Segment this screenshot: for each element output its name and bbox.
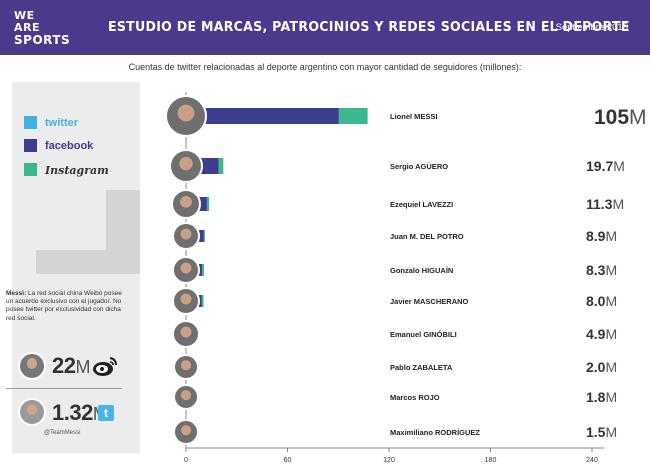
total-value-number: 19.7 [586,158,613,174]
player-name-label: Gonzalo HIGUAÍN [390,266,453,275]
player-avatar-face [180,425,192,436]
total-value-unit: M [605,389,617,405]
total-value-number: 1.8 [586,389,606,405]
x-tick-label: 60 [284,457,292,464]
total-value-label: 105M [594,106,647,129]
legend-swatch-instagram [24,163,37,176]
total-value-unit: M [612,196,624,212]
total-value-number: 2.0 [586,359,606,375]
total-value-number: 8.9 [586,228,606,244]
player-avatar-face [177,104,195,122]
weibo-followers: 22M [52,353,90,379]
twitter-icon: t [98,405,114,421]
player-avatar-face [180,228,192,240]
total-value-label: 8.3M [586,262,617,278]
logo: WE ARE SPORTS [14,9,71,47]
player-avatar-face [180,360,192,371]
bar-segment-facebook [190,108,339,124]
player-avatar-face [180,262,192,274]
x-tick-label: 180 [485,457,497,464]
twitter-handle: @TeamMessi [44,430,81,436]
player-avatar-face [180,326,192,338]
legend-label-instagram: Instagram [45,164,109,177]
player-name-label: Marcos ROJO [390,393,440,402]
player-name-label: Juan M. DEL POTRO [390,232,464,241]
total-value-unit: M [605,326,617,342]
total-value-number: 4.9 [586,326,606,342]
player-name-label: Javier MASCHERANO [390,297,469,306]
bar-segment-facebook [200,158,219,174]
total-value-unit: M [605,359,617,375]
legend-label-twitter: twitter [45,117,78,129]
bar-segment-instagram [218,158,224,174]
player-avatar-face [180,196,192,208]
x-tick-label: 120 [383,457,395,464]
logo-line1: WE ARE [14,9,40,34]
total-value-unit: M [605,262,617,278]
total-value-label: 8.9M [586,228,617,244]
bar-segment-instagram [203,230,206,242]
total-value-label: 11.3M [586,196,624,212]
player-name-label: Emanuel GINÓBILI [390,330,457,339]
messi-twitter-avatar [18,398,46,426]
player-name-label: Pablo ZABALETA [390,363,453,372]
note-bold: Messi: [6,290,27,297]
total-value-number: 11.3 [586,196,613,212]
panel-divider [6,388,122,389]
legend-swatch-facebook [24,139,37,152]
total-value-unit: M [613,158,625,174]
decorative-shape-cut [36,190,106,250]
weibo-value: 22 [52,353,76,378]
player-name-label: Ezequiel LAVEZZI [390,200,453,209]
twitter-value: 1.32 [52,400,93,425]
legend-label-facebook: facebook [45,140,94,152]
total-value-label: 8.0M [586,293,617,309]
player-name-label: Lionel MESSI [390,112,438,121]
total-value-number: 1.5 [586,424,606,440]
total-value-number: 105 [594,106,629,129]
note-text: La red social china Weibo posee un acuer… [6,290,122,322]
player-avatar-face [180,293,192,305]
total-value-label: 1.5M [586,424,617,440]
player-name-label: Maximiliano RODRÍGUEZ [390,428,480,437]
player-avatar-face [179,156,193,171]
page-title: ESTUDIO DE MARCAS, PATROCINIOS Y REDES S… [108,19,630,35]
logo-line2: SPORTS [14,33,71,47]
header-date: Septiembre 2015 [555,22,628,33]
messi-note: Messi: La red social china Weibo posee u… [6,290,124,323]
total-value-unit: M [605,293,617,309]
weibo-unit: M [75,357,90,377]
weibo-icon [93,357,117,376]
total-value-number: 8.0 [586,293,606,309]
total-value-number: 8.3 [586,262,606,278]
player-name-label: Sergio AGÜERO [390,162,448,171]
total-value-unit: M [629,106,647,129]
total-value-label: 4.9M [586,326,617,342]
bar-segment-instagram [202,264,205,276]
header-bar: WE ARE SPORTS ESTUDIO DE MARCAS, PATROCI… [0,0,650,55]
total-value-unit: M [605,228,617,244]
total-value-label: 1.8M [586,389,617,405]
bar-segment-instagram [206,197,210,211]
total-value-label: 2.0M [586,359,617,375]
total-value-unit: M [605,424,617,440]
legend-swatch-twitter [24,116,37,129]
player-avatar-face [180,390,192,401]
x-tick-label: 240 [586,457,598,464]
bar-segment-instagram [338,108,368,124]
messi-weibo-avatar [18,352,46,380]
total-value-label: 19.7M [586,158,625,174]
bar-segment-instagram [201,295,204,307]
chart-subtitle: Cuentas de twitter relacionadas al depor… [128,62,522,72]
x-tick-label: 0 [184,457,188,464]
